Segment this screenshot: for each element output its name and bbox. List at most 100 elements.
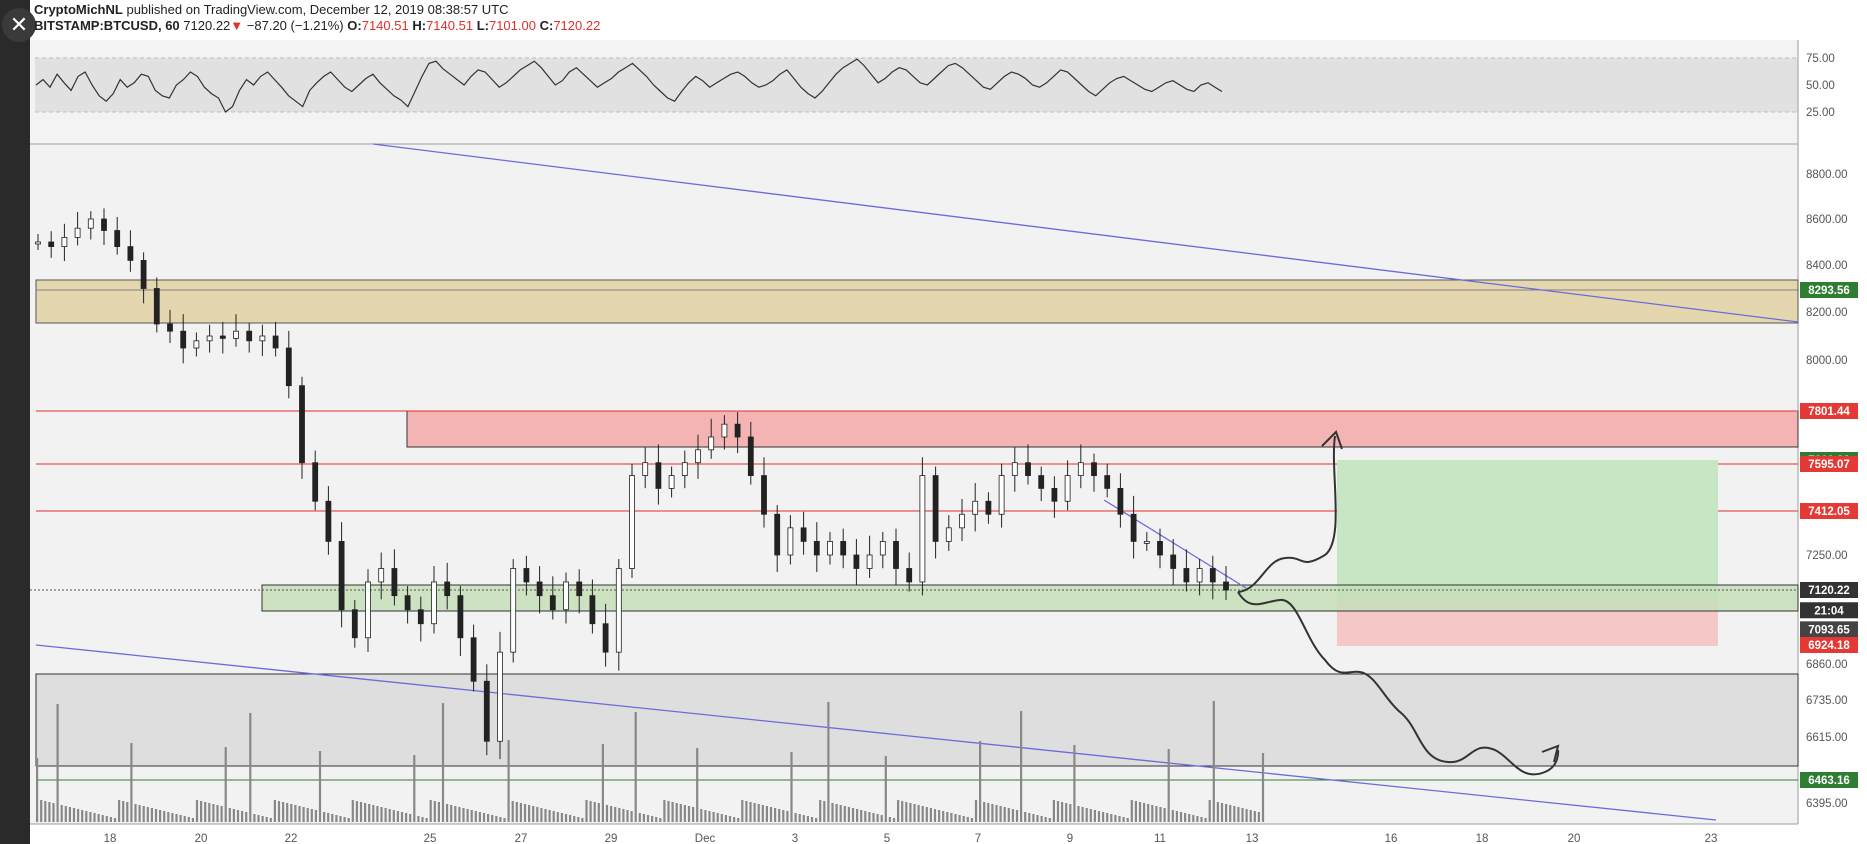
candle-body (193, 340, 200, 349)
candle-body (325, 500, 332, 542)
candle-body (840, 541, 847, 556)
low-value: 7101.00 (488, 18, 536, 33)
volume-bar (470, 810, 473, 822)
volume-bar (597, 803, 600, 822)
volume-bar (97, 814, 100, 822)
volume-bar (429, 800, 432, 822)
volume-bar (1011, 809, 1014, 822)
upper-trendline[interactable] (372, 143, 1799, 323)
candle-body (879, 541, 886, 556)
time-tick-label: 29 (605, 833, 618, 844)
price-tick-label: 7250.00 (1806, 550, 1848, 562)
price-tag-label: 7412.05 (1808, 506, 1850, 518)
candle-body (233, 330, 239, 339)
volume-bar (1253, 811, 1256, 822)
volume-bar (450, 805, 453, 822)
volume-bars (36, 701, 1265, 822)
volume-bar (318, 751, 322, 822)
candle-body (206, 335, 213, 342)
volume-bar (413, 755, 416, 822)
bearish-projection-path[interactable] (1237, 591, 1560, 776)
volume-bar (478, 812, 481, 822)
candle-body (470, 637, 477, 682)
volume-bar (958, 815, 961, 822)
volume-bar (1093, 810, 1096, 822)
price-tick-label: 6860.00 (1806, 659, 1848, 671)
volume-bar (273, 800, 276, 822)
volume-bar (618, 808, 621, 822)
time-tick-label: 25 (424, 833, 437, 844)
candle-body (510, 568, 517, 653)
bullish-arrowhead (1321, 430, 1343, 450)
volume-bar (806, 816, 809, 822)
candle-body (1209, 568, 1216, 583)
price-axis[interactable]: 8800.00 8600.00 8400.00 8200.00 8000.00 7250.… (1806, 169, 1848, 810)
volume-bar (1216, 802, 1219, 822)
price-tick-label: 6735.00 (1806, 695, 1848, 707)
bullish-projection-path[interactable] (1237, 435, 1337, 593)
symbol-label[interactable]: BITSTAMP:BTCUSD, 60 (34, 18, 180, 33)
volume-bar (1159, 807, 1162, 822)
volume-bar (364, 803, 367, 822)
candle-body (457, 595, 464, 639)
volume-bar (786, 811, 789, 822)
volume-bar (1056, 801, 1060, 822)
demand-zone-lower[interactable] (35, 673, 1799, 767)
volume-bar (778, 809, 781, 822)
volume-bar (81, 810, 84, 822)
author-name[interactable]: CryptoMichNL (34, 2, 123, 17)
volume-bar (651, 816, 654, 822)
hdr-line1: CryptoMichNL published on TradingView.co… (34, 2, 600, 18)
volume-bar (827, 702, 830, 822)
candle-body (747, 436, 754, 476)
volume-bar (343, 817, 346, 822)
supply-zone-upper[interactable] (35, 279, 1799, 324)
volume-bar (938, 810, 941, 822)
volume-bar (1208, 800, 1211, 822)
volume-bar (1020, 711, 1023, 822)
time-tick-label: 20 (1568, 833, 1581, 844)
volume-bar (1024, 812, 1027, 822)
resistance-zone[interactable] (406, 410, 1799, 448)
volume-bar (60, 805, 63, 822)
volume-bar (876, 814, 879, 822)
lower-trendline[interactable] (35, 644, 1717, 821)
volume-bar (68, 807, 71, 822)
volume-bar (204, 802, 207, 822)
volume-bar (306, 808, 309, 822)
rsi-series-line (35, 58, 1223, 113)
volume-bar (290, 804, 293, 822)
volume-bar (634, 712, 637, 822)
candle-body (813, 541, 820, 556)
volume-bar (142, 806, 145, 822)
candle-body (391, 568, 398, 597)
volume-bar (1007, 808, 1010, 822)
close-button[interactable]: ✕ (2, 8, 36, 42)
volume-bar (1237, 807, 1240, 822)
volume-bar (1179, 812, 1183, 822)
candle-body (1038, 475, 1045, 489)
volume-bar (216, 805, 219, 822)
close-value: 7120.22 (553, 18, 601, 33)
price-tags: 8293.567801.447610.227595.077412.057120.… (1800, 282, 1858, 788)
short-trendline[interactable] (1103, 499, 1247, 589)
candle-body (959, 513, 965, 529)
candle-body (681, 462, 688, 476)
volume-bar (815, 818, 818, 822)
long-position-target[interactable] (1337, 460, 1718, 598)
volume-bar (126, 802, 129, 822)
high-value: 7140.51 (426, 18, 474, 33)
volume-bar (728, 816, 732, 822)
volume-bar (872, 813, 875, 822)
time-tick-label: 22 (285, 833, 298, 844)
time-axis[interactable]: 18 20 22 25 27 29 Dec 3 5 7 9 11 13 16 18 20 23 (104, 833, 1718, 844)
candle-body (87, 218, 94, 229)
support-zone[interactable] (261, 584, 1799, 612)
volume-bar (1220, 803, 1224, 822)
volume-bar (1069, 804, 1072, 822)
volume-bar (724, 815, 727, 822)
candle-body (668, 475, 675, 489)
volume-bar (1036, 815, 1039, 822)
price-tag (1800, 602, 1858, 619)
